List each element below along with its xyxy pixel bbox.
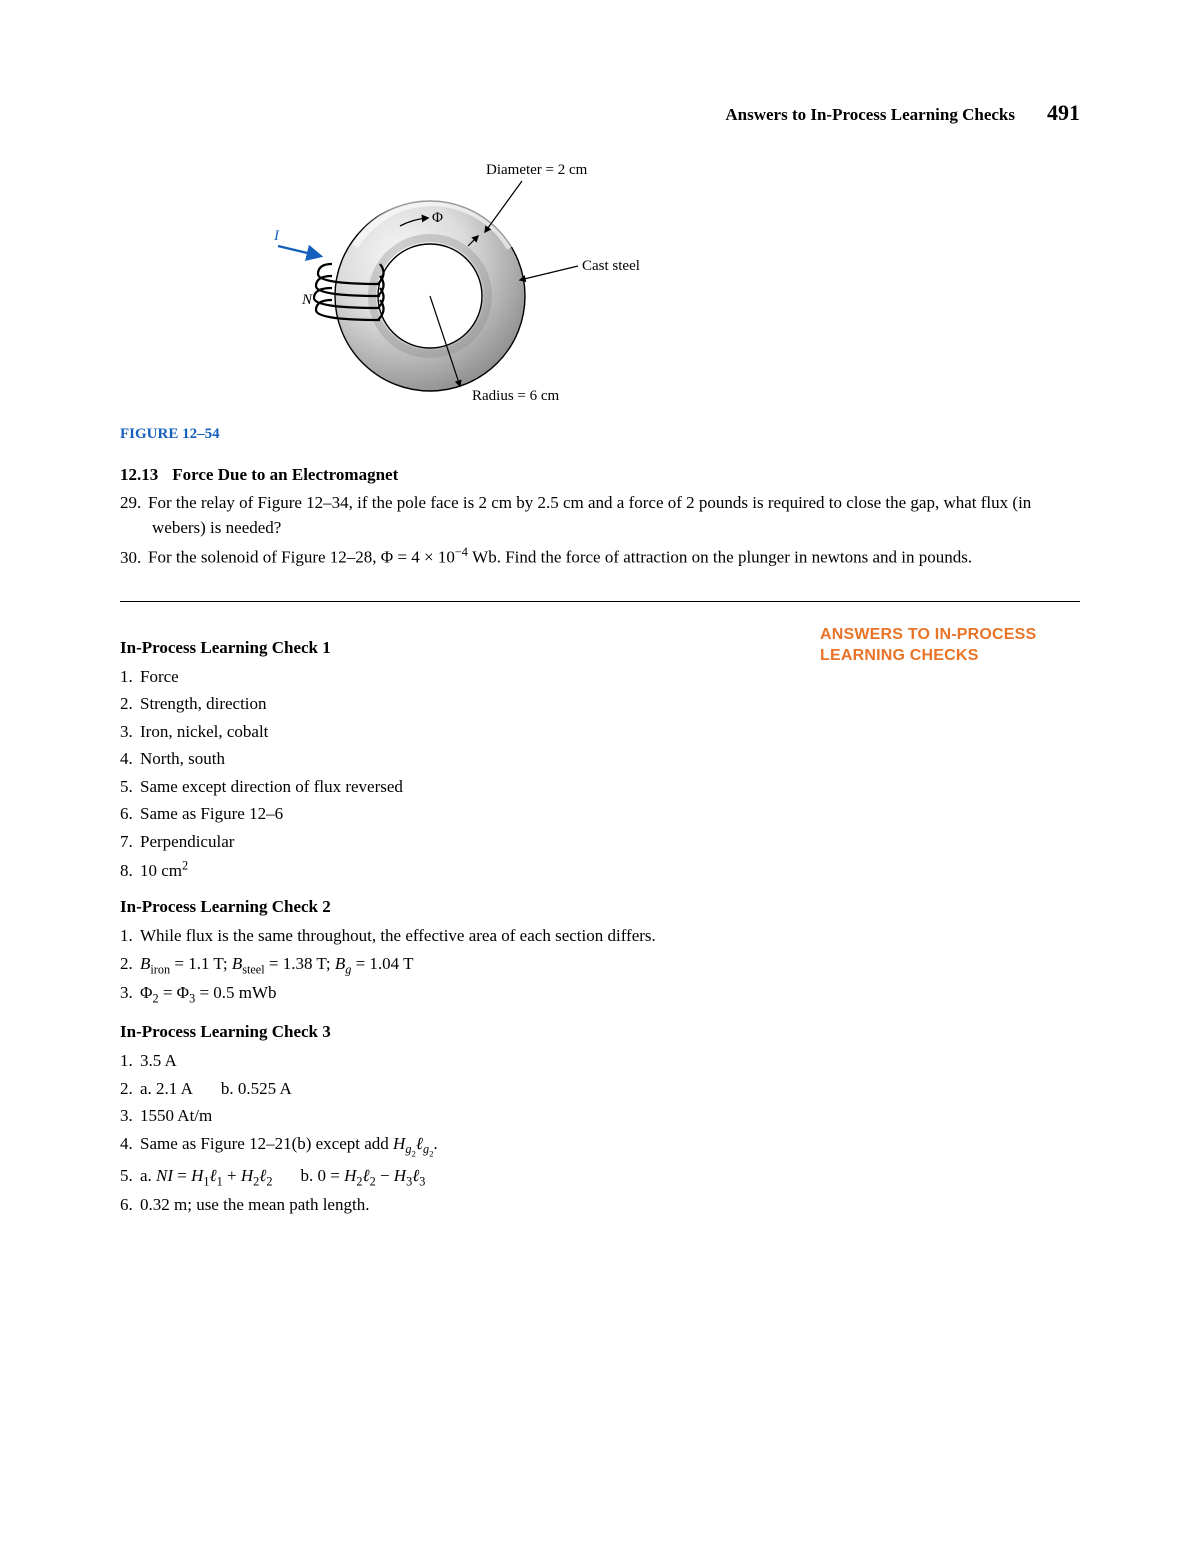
- answer-number: 3.: [120, 980, 140, 1006]
- answer-number: 2.: [120, 1076, 140, 1102]
- answer-item: 2.Strength, direction: [120, 691, 780, 717]
- answer-item: 6.0.32 m; use the mean path length.: [120, 1192, 780, 1218]
- figure-caption: FIGURE 12–54: [120, 426, 1080, 443]
- answer-number: 5.: [120, 1163, 140, 1189]
- divider: [120, 601, 1080, 602]
- check-heading: In-Process Learning Check 2: [120, 897, 780, 917]
- answer-number: 6.: [120, 801, 140, 827]
- answer-text: a. NI = H1ℓ1 + H2ℓ2b. 0 = H2ℓ2 − H3ℓ3: [140, 1166, 425, 1185]
- answers-column: In-Process Learning Check 11.Force2.Stre…: [120, 624, 780, 1220]
- answer-item: 3.1550 At/m: [120, 1103, 780, 1129]
- answer-item: 1.3.5 A: [120, 1048, 780, 1074]
- answer-number: 7.: [120, 829, 140, 855]
- answer-item: 5.Same except direction of flux reversed: [120, 774, 780, 800]
- answer-item: 4.Same as Figure 12–21(b) except add Hg2…: [120, 1131, 780, 1161]
- radius-label: Radius = 6 cm: [472, 388, 560, 404]
- flux-label: Φ: [432, 210, 443, 226]
- answer-text: While flux is the same throughout, the e…: [140, 926, 656, 945]
- section-number: 12.13: [120, 465, 158, 484]
- answer-number: 6.: [120, 1192, 140, 1218]
- problem: 30.For the solenoid of Figure 12–28, Φ =…: [120, 544, 1080, 570]
- answer-item: 5.a. NI = H1ℓ1 + H2ℓ2b. 0 = H2ℓ2 − H3ℓ3: [120, 1163, 780, 1191]
- answer-number: 2.: [120, 691, 140, 717]
- answer-item: 8.10 cm2: [120, 856, 780, 883]
- answer-text: Perpendicular: [140, 832, 234, 851]
- answer-item: 2.a. 2.1 Ab. 0.525 A: [120, 1076, 780, 1102]
- answer-text: Φ2 = Φ3 = 0.5 mWb: [140, 983, 277, 1002]
- answer-text: Iron, nickel, cobalt: [140, 722, 268, 741]
- answer-text: Same as Figure 12–6: [140, 804, 283, 823]
- answer-number: 1.: [120, 1048, 140, 1074]
- answer-item: 1.Force: [120, 664, 780, 690]
- diameter-label: Diameter = 2 cm: [486, 162, 588, 178]
- answer-text: a. 2.1 Ab. 0.525 A: [140, 1079, 292, 1098]
- answer-item: 7.Perpendicular: [120, 829, 780, 855]
- material-label: Cast steel: [582, 258, 640, 274]
- turns-label: N: [301, 292, 313, 308]
- answer-text: Biron = 1.1 T; Bsteel = 1.38 T; Bg = 1.0…: [140, 954, 414, 973]
- answer-number: 1.: [120, 923, 140, 949]
- answer-text: North, south: [140, 749, 225, 768]
- figure: I N Φ Diameter = 2 cm Cast steel Radius …: [120, 156, 1080, 443]
- answer-item: 2.Biron = 1.1 T; Bsteel = 1.38 T; Bg = 1…: [120, 951, 780, 979]
- answer-number: 5.: [120, 774, 140, 800]
- header-title: Answers to In-Process Learning Checks: [725, 105, 1015, 124]
- answer-item: 3.Iron, nickel, cobalt: [120, 719, 780, 745]
- section-name: Force Due to an Electromagnet: [172, 465, 398, 484]
- section-title: 12.13 Force Due to an Electromagnet: [120, 465, 1080, 485]
- answer-number: 4.: [120, 746, 140, 772]
- answer-item: 4.North, south: [120, 746, 780, 772]
- running-header: Answers to In-Process Learning Checks 49…: [120, 100, 1080, 126]
- answer-number: 4.: [120, 1131, 140, 1157]
- answer-item: 3.Φ2 = Φ3 = 0.5 mWb: [120, 980, 780, 1008]
- check-heading: In-Process Learning Check 1: [120, 638, 780, 658]
- check-heading: In-Process Learning Check 3: [120, 1022, 780, 1042]
- answer-text: 3.5 A: [140, 1051, 177, 1070]
- answer-text: Strength, direction: [140, 694, 267, 713]
- answer-text: 1550 At/m: [140, 1106, 212, 1125]
- answer-text: Same as Figure 12–21(b) except add Hg2ℓg…: [140, 1134, 438, 1153]
- toroid-diagram: I N Φ Diameter = 2 cm Cast steel Radius …: [260, 156, 660, 416]
- answer-number: 3.: [120, 719, 140, 745]
- answer-text: 0.32 m; use the mean path length.: [140, 1195, 369, 1214]
- page-number: 491: [1047, 100, 1080, 125]
- answer-text: Same except direction of flux reversed: [140, 777, 403, 796]
- section-badge: ANSWERS TO IN-PROCESS LEARNING CHECKS: [820, 624, 1080, 1220]
- answer-text: Force: [140, 667, 179, 686]
- answer-number: 2.: [120, 951, 140, 977]
- problem: 29.For the relay of Figure 12–34, if the…: [120, 491, 1080, 540]
- answer-number: 8.: [120, 858, 140, 884]
- answer-number: 3.: [120, 1103, 140, 1129]
- current-label: I: [273, 228, 280, 244]
- answer-text: 10 cm2: [140, 861, 188, 880]
- answer-item: 6.Same as Figure 12–6: [120, 801, 780, 827]
- answer-item: 1.While flux is the same throughout, the…: [120, 923, 780, 949]
- answer-number: 1.: [120, 664, 140, 690]
